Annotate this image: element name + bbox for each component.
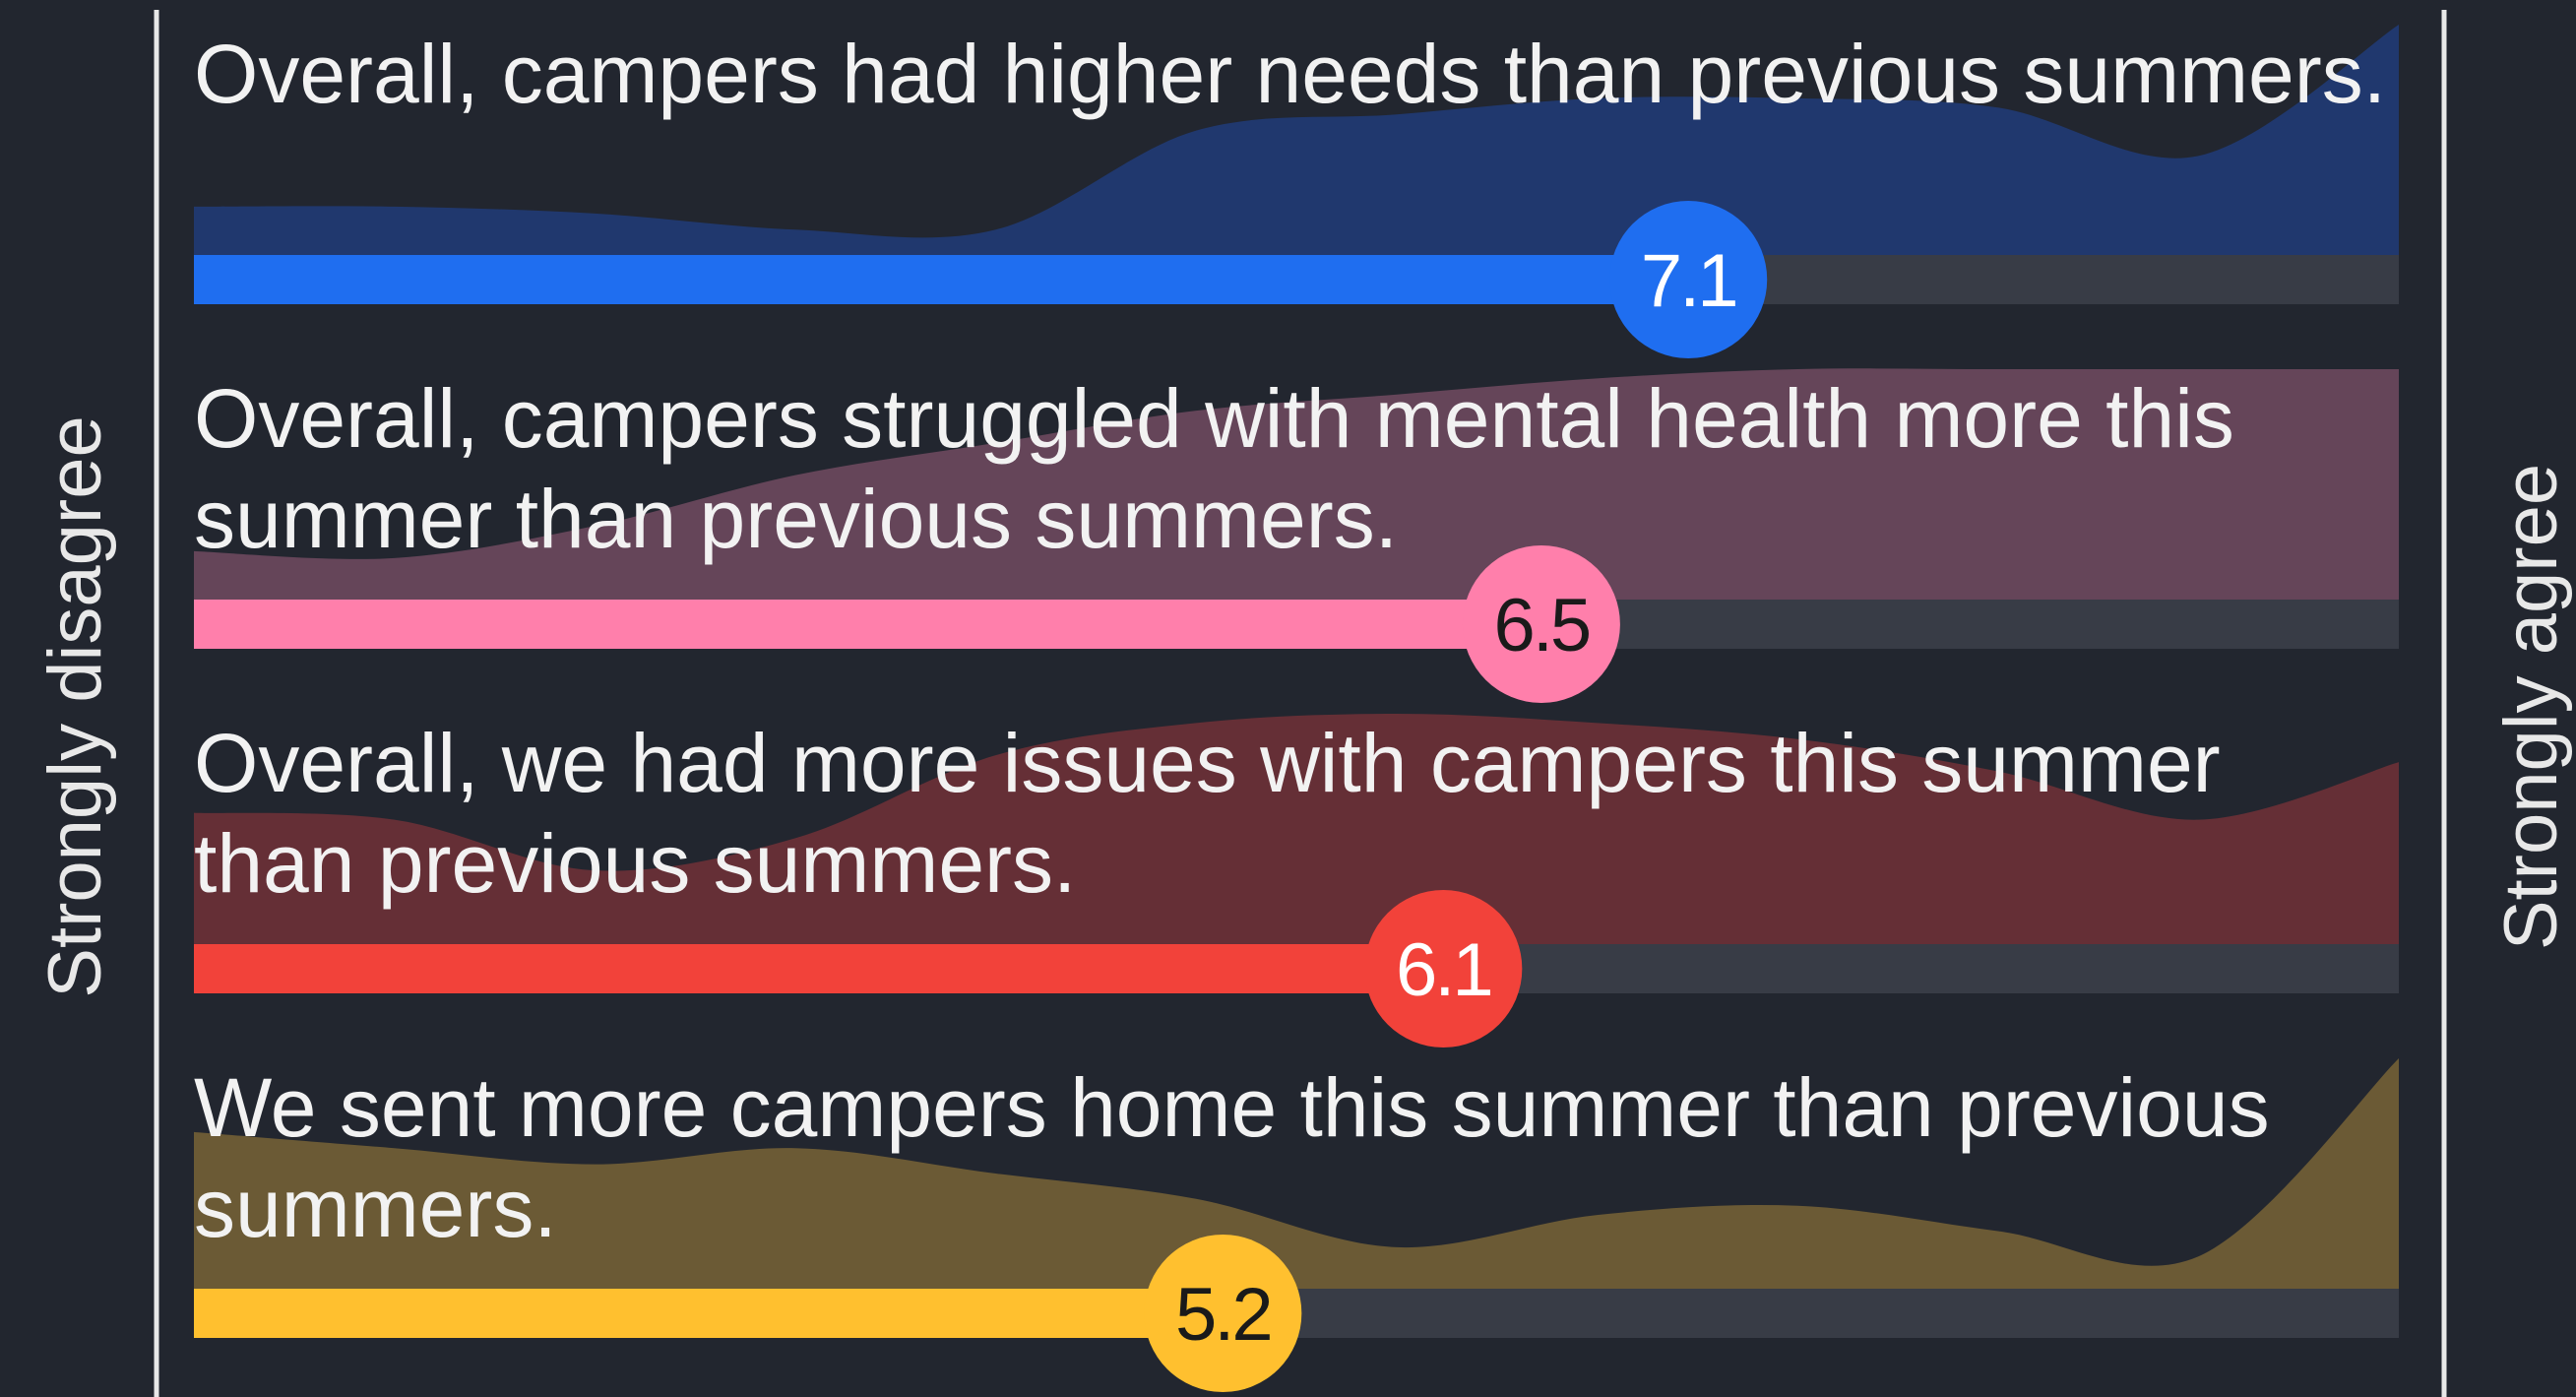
bar [194,1289,1224,1338]
statement: Overall, campers had higher needs than p… [194,28,2386,120]
value-label: 7.1 [1641,239,1736,323]
distribution-area [194,25,2399,255]
value-dot [1609,201,1768,358]
bar [194,600,1541,649]
bar [194,944,1444,993]
value-dot [1144,1235,1302,1392]
distribution-area [194,714,2399,944]
distribution-area [194,1058,2399,1289]
value-label: 6.1 [1396,928,1491,1012]
statement: We sent more campers home this summer th… [194,1061,2270,1254]
value-label: 5.2 [1175,1273,1271,1357]
value-dot [1364,890,1523,1048]
statement: Overall, we had more issues with campers… [194,717,2221,910]
value-dot [1462,545,1620,703]
left-scale-label: Strongly disagree [33,415,117,997]
statement: Overall, campers struggled with mental h… [194,372,2234,565]
value-label: 6.5 [1494,584,1590,667]
distribution-area [194,368,2399,600]
right-scale-label: Strongly agree [2489,464,2573,950]
bar [194,255,1689,304]
